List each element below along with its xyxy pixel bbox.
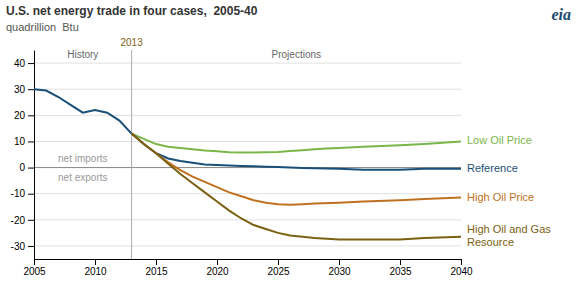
divider-label: 2013	[120, 37, 143, 48]
x-tick-mark	[34, 259, 35, 265]
y-tick-mark	[28, 63, 34, 64]
x-tick: 2015	[145, 259, 168, 277]
x-tick-label: 2040	[450, 266, 473, 277]
x-tick-label: 2020	[206, 266, 229, 277]
series-line	[132, 134, 461, 205]
series-label-line: Low Oil Price	[467, 134, 532, 146]
y-tick: -30	[11, 241, 34, 252]
y-tick-label: 20	[14, 110, 26, 121]
x-tick-label: 2030	[328, 266, 351, 277]
y-axis-title: quadrillion Btu	[6, 21, 79, 33]
x-tick-mark	[339, 259, 340, 265]
series-line	[132, 134, 461, 240]
x-tick: 2030	[328, 259, 351, 277]
x-tick-mark	[400, 259, 401, 265]
x-tick-mark	[278, 259, 279, 265]
x-tick-label: 2025	[267, 266, 290, 277]
y-tick: 20	[14, 110, 34, 121]
x-tick-mark	[461, 259, 462, 265]
series-label: High Oil and GasResource	[467, 223, 551, 248]
chart: U.S. net energy trade in four cases, 200…	[0, 0, 579, 281]
series-label-line: High Oil Price	[467, 191, 534, 203]
x-tick: 2035	[389, 259, 412, 277]
series-label-line: High Oil and Gas	[467, 223, 551, 235]
history-divider	[131, 50, 132, 259]
y-axis-line	[34, 51, 35, 260]
x-tick-mark	[95, 259, 96, 265]
grid-line	[34, 115, 461, 116]
y-tick-mark	[28, 220, 34, 221]
series-label-line: Resource	[467, 236, 514, 248]
x-tick-mark	[217, 259, 218, 265]
y-tick-mark	[28, 141, 34, 142]
title: U.S. net energy trade in four cases, 200…	[6, 4, 258, 18]
logo: eia	[551, 6, 571, 23]
y-tick-label: -20	[11, 215, 26, 226]
y-tick-mark	[28, 246, 34, 247]
x-tick: 2025	[267, 259, 290, 277]
x-tick: 2040	[450, 259, 473, 277]
series-line	[34, 89, 132, 133]
y-axis: -30 -20 -10 0 10 20 30 40	[11, 51, 35, 260]
x-tick-mark	[156, 259, 157, 265]
series-line	[132, 134, 461, 153]
series-label: Reference	[467, 162, 518, 174]
x-tick-label: 2015	[145, 266, 168, 277]
x-tick: 2010	[84, 259, 107, 277]
y-tick-label: 40	[14, 58, 26, 69]
grid-line	[34, 245, 461, 246]
annotation: net imports	[58, 153, 107, 164]
grid-line	[34, 89, 461, 90]
series-line	[132, 134, 461, 170]
y-tick-mark	[28, 194, 34, 195]
annotation: Projections	[272, 49, 321, 60]
y-tick-mark	[28, 115, 34, 116]
plot-area	[34, 50, 461, 259]
x-axis-line	[35, 259, 462, 260]
y-tick-label: 10	[14, 136, 26, 147]
y-tick-label: 30	[14, 84, 26, 95]
x-tick-label: 2035	[389, 266, 412, 277]
y-tick: 10	[14, 136, 34, 147]
annotation: History	[67, 49, 98, 60]
x-tick: 2020	[206, 259, 229, 277]
y-tick: 40	[14, 58, 34, 69]
zero-line	[34, 167, 461, 168]
annotation: net exports	[58, 172, 107, 183]
grid-line	[34, 193, 461, 194]
grid	[34, 63, 461, 246]
y-tick-mark	[28, 89, 34, 90]
x-tick-label: 2010	[84, 266, 107, 277]
series-label: High Oil Price	[467, 191, 534, 203]
series-label-line: Reference	[467, 162, 518, 174]
y-tick: 0	[19, 162, 34, 173]
y-tick-label: -10	[11, 188, 26, 199]
y-tick: -20	[11, 215, 34, 226]
grid-line	[34, 63, 461, 64]
y-tick-mark	[28, 168, 34, 169]
series-labels: Low Oil Price Reference High Oil Price High…	[467, 134, 551, 248]
grid-line	[34, 219, 461, 220]
x-axis: 2005 2010 2015 2020 2025 2030 2035 2040	[23, 259, 473, 277]
series-label: Low Oil Price	[467, 134, 532, 146]
y-tick: 30	[14, 84, 34, 95]
y-tick-label: -30	[11, 241, 26, 252]
x-tick-label: 2005	[23, 266, 46, 277]
grid-line	[34, 141, 461, 142]
x-tick: 2005	[23, 259, 46, 277]
y-tick-label: 0	[19, 162, 25, 173]
y-tick: -10	[11, 188, 34, 199]
